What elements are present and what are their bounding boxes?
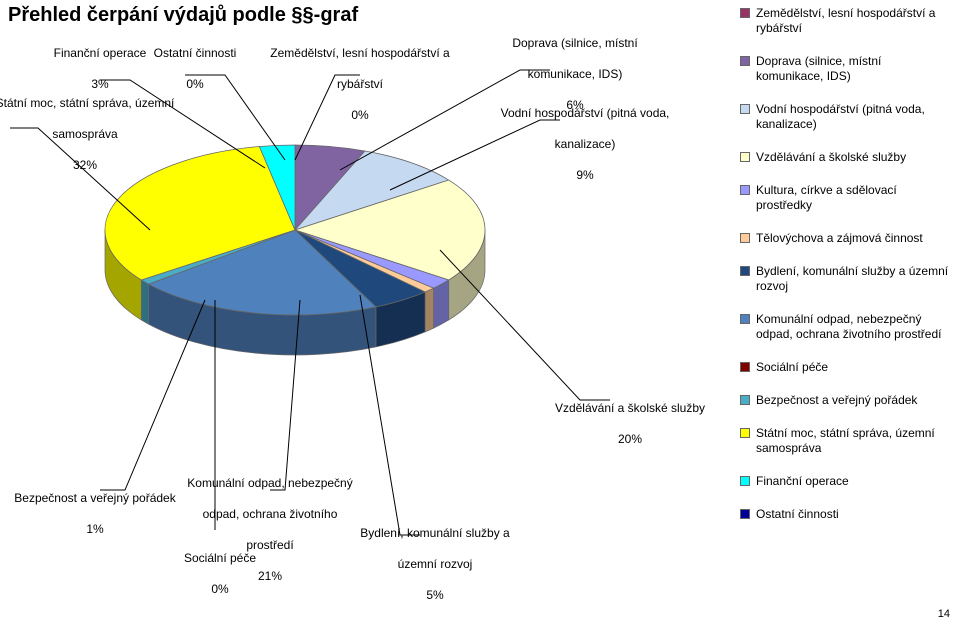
legend-swatch xyxy=(740,56,750,66)
legend-swatch xyxy=(740,509,750,519)
callout-bezp: Bezpečnost a veřejný pořádek 1% xyxy=(0,475,200,537)
legend-swatch xyxy=(740,314,750,324)
legend-item: Doprava (silnice, místní komunikace, IDS… xyxy=(740,54,950,84)
legend-label: Vodní hospodářství (pitná voda, kanaliza… xyxy=(756,102,950,132)
legend-label: Kultura, církve a sdělovací prostředky xyxy=(756,183,950,213)
legend-swatch xyxy=(740,266,750,276)
legend-item: Sociální péče xyxy=(740,360,950,375)
legend-swatch xyxy=(740,104,750,114)
page-number: 14 xyxy=(938,608,950,620)
legend: Zemědělství, lesní hospodářství a rybářs… xyxy=(740,6,950,540)
legend-swatch xyxy=(740,233,750,243)
callout-zemed: Zemědělství, lesní hospodářství a rybářs… xyxy=(255,30,465,124)
legend-label: Tělovýchova a zájmová činnost xyxy=(756,231,923,246)
legend-swatch xyxy=(740,8,750,18)
legend-swatch xyxy=(740,428,750,438)
legend-label: Bydlení, komunální služby a územní rozvo… xyxy=(756,264,950,294)
legend-label: Státní moc, státní správa, územní samosp… xyxy=(756,426,950,456)
legend-label: Vzdělávání a školské služby xyxy=(756,150,906,165)
legend-item: Zemědělství, lesní hospodářství a rybářs… xyxy=(740,6,950,36)
legend-item: Vzdělávání a školské služby xyxy=(740,150,950,165)
legend-swatch xyxy=(740,476,750,486)
legend-item: Komunální odpad, nebezpečný odpad, ochra… xyxy=(740,312,950,342)
legend-swatch xyxy=(740,152,750,162)
legend-swatch xyxy=(740,362,750,372)
legend-item: Kultura, církve a sdělovací prostředky xyxy=(740,183,950,213)
legend-label: Bezpečnost a veřejný pořádek xyxy=(756,393,917,408)
legend-item: Státní moc, státní správa, územní samosp… xyxy=(740,426,950,456)
callout-vzdel: Vzdělávání a školské služby 20% xyxy=(530,385,730,447)
callout-voda: Vodní hospodářství (pitná voda, kanaliza… xyxy=(480,90,690,184)
callout-soc: Sociální péče 0% xyxy=(165,535,275,597)
legend-swatch xyxy=(740,395,750,405)
legend-item: Tělovýchova a zájmová činnost xyxy=(740,231,950,246)
legend-item: Finanční operace xyxy=(740,474,950,489)
callout-stat: Státní moc, státní správa, územní samosp… xyxy=(0,80,200,174)
legend-label: Komunální odpad, nebezpečný odpad, ochra… xyxy=(756,312,950,342)
legend-item: Ostatní činnosti xyxy=(740,507,950,522)
legend-swatch xyxy=(740,185,750,195)
legend-label: Sociální péče xyxy=(756,360,828,375)
legend-item: Bydlení, komunální služby a územní rozvo… xyxy=(740,264,950,294)
legend-label: Zemědělství, lesní hospodářství a rybářs… xyxy=(756,6,950,36)
legend-item: Vodní hospodářství (pitná voda, kanaliza… xyxy=(740,102,950,132)
legend-label: Ostatní činnosti xyxy=(756,507,839,522)
legend-item: Bezpečnost a veřejný pořádek xyxy=(740,393,950,408)
legend-label: Finanční operace xyxy=(756,474,849,489)
legend-label: Doprava (silnice, místní komunikace, IDS… xyxy=(756,54,950,84)
